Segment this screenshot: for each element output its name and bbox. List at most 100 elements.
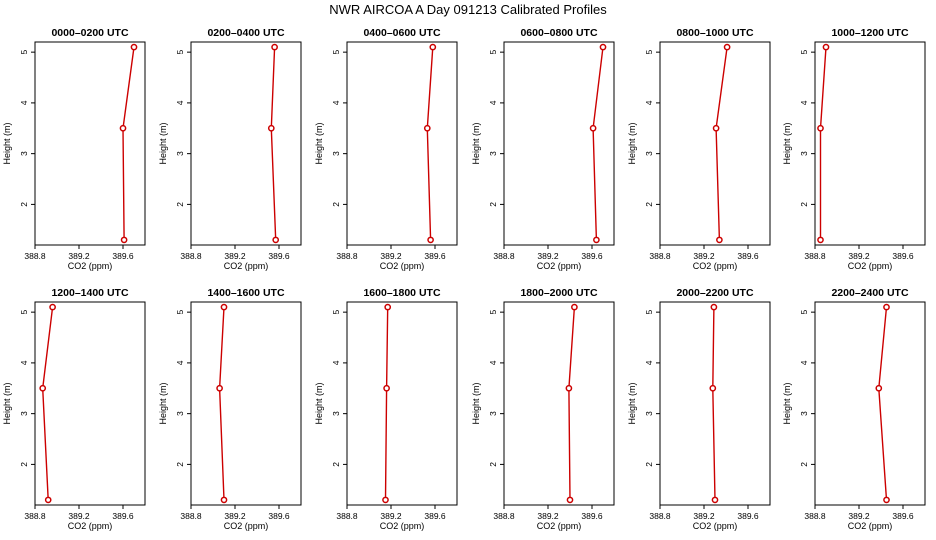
profile-point [39,384,47,392]
y-tick-label: 4 [644,360,654,365]
y-tick-label: 3 [799,151,809,156]
x-axis-label: CO2 (ppm) [224,261,269,271]
x-tick-label: 389.6 [112,511,134,521]
y-tick-label: 4 [644,100,654,105]
panel-title: 0200–0400 UTC [207,27,284,39]
plot-frame [34,41,146,246]
profile-point [130,43,138,51]
panel-title: 1000–1200 UTC [831,27,908,39]
profile-point [709,384,717,392]
x-axis-label: CO2 (ppm) [380,521,425,531]
y-tick-label: 4 [799,100,809,105]
y-tick-label: 3 [644,411,654,416]
profile-line [426,47,434,240]
y-tick-label: 5 [19,50,29,55]
x-tick-label: 389.6 [268,251,290,261]
y-tick-label: 4 [19,360,29,365]
x-tick-label: 388.8 [24,251,46,261]
figure-title: NWR AIRCOA A Day 091213 Calibrated Profi… [329,2,607,17]
x-axis-label: CO2 (ppm) [693,261,738,271]
profile-point [49,303,56,311]
y-axis-label: Height (m) [782,122,792,164]
y-tick-label: 2 [19,202,29,207]
profile-line [819,47,827,240]
x-tick-label: 388.8 [649,511,671,521]
x-tick-label: 389.6 [112,251,134,261]
profile-line [878,307,888,500]
x-tick-label: 389.2 [693,251,715,261]
x-tick-label: 389.2 [693,511,715,521]
y-tick-label: 5 [331,50,341,55]
x-axis-label: CO2 (ppm) [848,261,893,271]
y-tick-label: 2 [331,202,341,207]
profile-point [565,384,573,392]
profile-point [120,236,128,244]
x-tick-label: 389.2 [380,511,402,521]
profile-point [216,384,223,392]
profile-point [817,124,824,132]
profile-point [883,496,890,504]
panel-title: 1800–2000 UTC [520,287,597,299]
y-tick-label: 4 [19,100,29,105]
y-tick-label: 5 [488,310,498,315]
y-tick-label: 3 [331,151,341,156]
profile-point [723,43,731,51]
x-tick-label: 388.8 [336,251,358,261]
y-tick-label: 4 [799,360,809,365]
y-axis-label: Height (m) [158,122,168,164]
x-tick-label: 389.2 [380,251,402,261]
profile-line [270,47,277,240]
x-tick-label: 389.6 [737,511,759,521]
profile-point [712,124,720,132]
y-tick-label: 2 [175,462,185,467]
profile-point [817,236,824,244]
x-tick-label: 389.2 [68,511,90,521]
x-tick-label: 388.8 [493,251,515,261]
x-tick-label: 389.6 [581,251,603,261]
y-tick-label: 2 [19,462,29,467]
profile-point [220,496,228,504]
y-axis-label: Height (m) [627,382,637,424]
profile-point [383,384,390,392]
y-tick-label: 2 [331,462,341,467]
y-tick-label: 3 [175,411,185,416]
y-tick-label: 2 [488,202,498,207]
profile-point [382,496,389,504]
y-tick-label: 2 [799,202,809,207]
plot-frame [503,301,615,506]
y-tick-label: 5 [19,310,29,315]
profile-line [384,307,389,500]
panel-title: 2200–2400 UTC [831,287,908,299]
profile-point [599,43,607,51]
profile-line [592,47,604,240]
y-tick-label: 4 [331,100,341,105]
y-axis-label: Height (m) [158,382,168,424]
y-tick-label: 4 [175,100,185,105]
x-tick-label: 389.2 [537,251,559,261]
y-tick-label: 4 [488,360,498,365]
x-tick-label: 389.2 [848,511,870,521]
y-tick-label: 2 [488,462,498,467]
panel-title: 0000–0200 UTC [51,27,128,39]
profile-point [711,496,719,504]
panel-title: 2000–2200 UTC [676,287,753,299]
x-axis-label: CO2 (ppm) [537,261,582,271]
plot-frame [503,41,615,246]
x-tick-label: 388.8 [180,251,202,261]
y-axis-label: Height (m) [471,122,481,164]
y-tick-label: 5 [488,50,498,55]
x-tick-label: 389.6 [737,251,759,261]
profile-line [41,307,54,500]
panel-title: 0400–0600 UTC [363,27,440,39]
profile-point [44,496,52,504]
profile-point [566,496,574,504]
profile-point [119,124,127,132]
profile-line [715,47,728,240]
plot-frame [659,301,771,506]
y-tick-label: 3 [799,411,809,416]
profile-point [716,236,723,244]
y-tick-label: 5 [799,310,809,315]
y-tick-label: 2 [799,462,809,467]
x-tick-label: 388.8 [180,511,202,521]
